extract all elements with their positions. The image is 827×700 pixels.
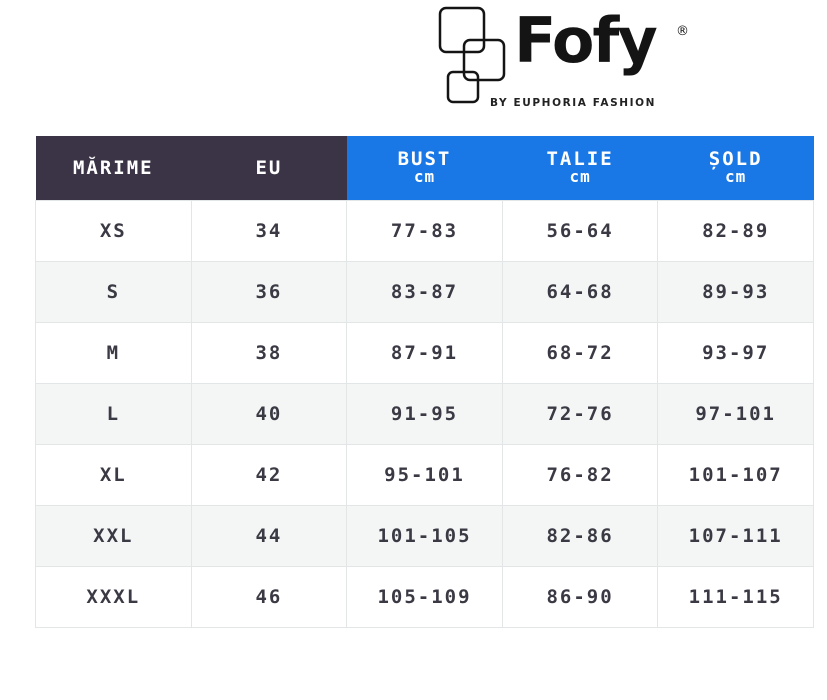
cell-eu: 40	[190, 383, 348, 445]
cell-hip: 93-97	[657, 322, 814, 384]
cell-eu: 38	[190, 322, 348, 384]
cell-bust: 91-95	[346, 383, 503, 445]
header-unit: cm	[725, 167, 747, 186]
header-hip: ȘOLD cm	[657, 136, 814, 201]
cell-bust: 83-87	[346, 261, 503, 323]
cell-hip: 107-111	[657, 505, 814, 567]
cell-hip: 101-107	[657, 444, 814, 506]
cell-bust: 87-91	[346, 322, 503, 384]
table-row: XL 42 95-101 76-82 101-107	[35, 444, 814, 506]
header-unit: cm	[569, 167, 591, 186]
cell-size: XXXL	[35, 566, 192, 628]
header-label: MĂRIME	[72, 157, 154, 179]
header-unit: cm	[413, 167, 436, 186]
cell-size: XS	[35, 200, 192, 262]
cell-hip: 82-89	[657, 200, 814, 262]
brand-logo: Fofy ® BY EUPHORIA FASHION	[436, 4, 696, 114]
cell-size: XXL	[35, 505, 192, 567]
table-header-row: MĂRIME EU BUST cm TALIE cm ȘOLD cm	[35, 136, 814, 201]
registered-mark: ®	[676, 24, 689, 39]
header-size: MĂRIME	[35, 136, 192, 201]
table-row: L 40 91-95 72-76 97-101	[35, 383, 814, 445]
cell-waist: 86-90	[501, 566, 659, 628]
cell-eu: 34	[190, 200, 348, 262]
header-bust: BUST cm	[346, 136, 503, 201]
cell-hip: 111-115	[657, 566, 814, 628]
table-row: XXXL 46 105-109 86-90 111-115	[35, 566, 814, 628]
logo-wordmark: Fofy	[514, 4, 658, 77]
header-waist: TALIE cm	[502, 136, 658, 201]
cell-bust: 105-109	[346, 566, 503, 628]
header-label: BUST	[397, 148, 452, 170]
cell-eu: 44	[190, 505, 348, 567]
header-label: ȘOLD	[708, 148, 763, 170]
cell-waist: 76-82	[501, 444, 659, 506]
cell-size: XL	[35, 444, 192, 506]
table-row: XXL 44 101-105 82-86 107-111	[35, 505, 814, 567]
size-chart-table: MĂRIME EU BUST cm TALIE cm ȘOLD cm XS 34…	[35, 136, 814, 628]
cell-size: S	[35, 261, 192, 323]
table-row: S 36 83-87 64-68 89-93	[35, 261, 814, 323]
cell-bust: 77-83	[346, 200, 503, 262]
header-eu: EU	[191, 136, 347, 201]
cell-hip: 89-93	[657, 261, 814, 323]
cell-bust: 95-101	[346, 444, 503, 506]
cell-size: L	[35, 383, 192, 445]
cell-waist: 64-68	[501, 261, 659, 323]
cell-eu: 42	[190, 444, 348, 506]
header-label: TALIE	[546, 148, 614, 170]
cell-eu: 46	[190, 566, 348, 628]
cell-eu: 36	[190, 261, 348, 323]
cell-waist: 68-72	[501, 322, 659, 384]
cell-bust: 101-105	[346, 505, 503, 567]
logo-tagline: BY EUPHORIA FASHION	[490, 97, 657, 109]
cell-waist: 56-64	[501, 200, 659, 262]
table-row: XS 34 77-83 56-64 82-89	[35, 200, 814, 262]
table-row: M 38 87-91 68-72 93-97	[35, 322, 814, 384]
cell-waist: 72-76	[501, 383, 659, 445]
cell-size: M	[35, 322, 192, 384]
cell-hip: 97-101	[657, 383, 814, 445]
header-label: EU	[255, 157, 283, 179]
cell-waist: 82-86	[501, 505, 659, 567]
logo-squares-icon	[438, 6, 506, 104]
